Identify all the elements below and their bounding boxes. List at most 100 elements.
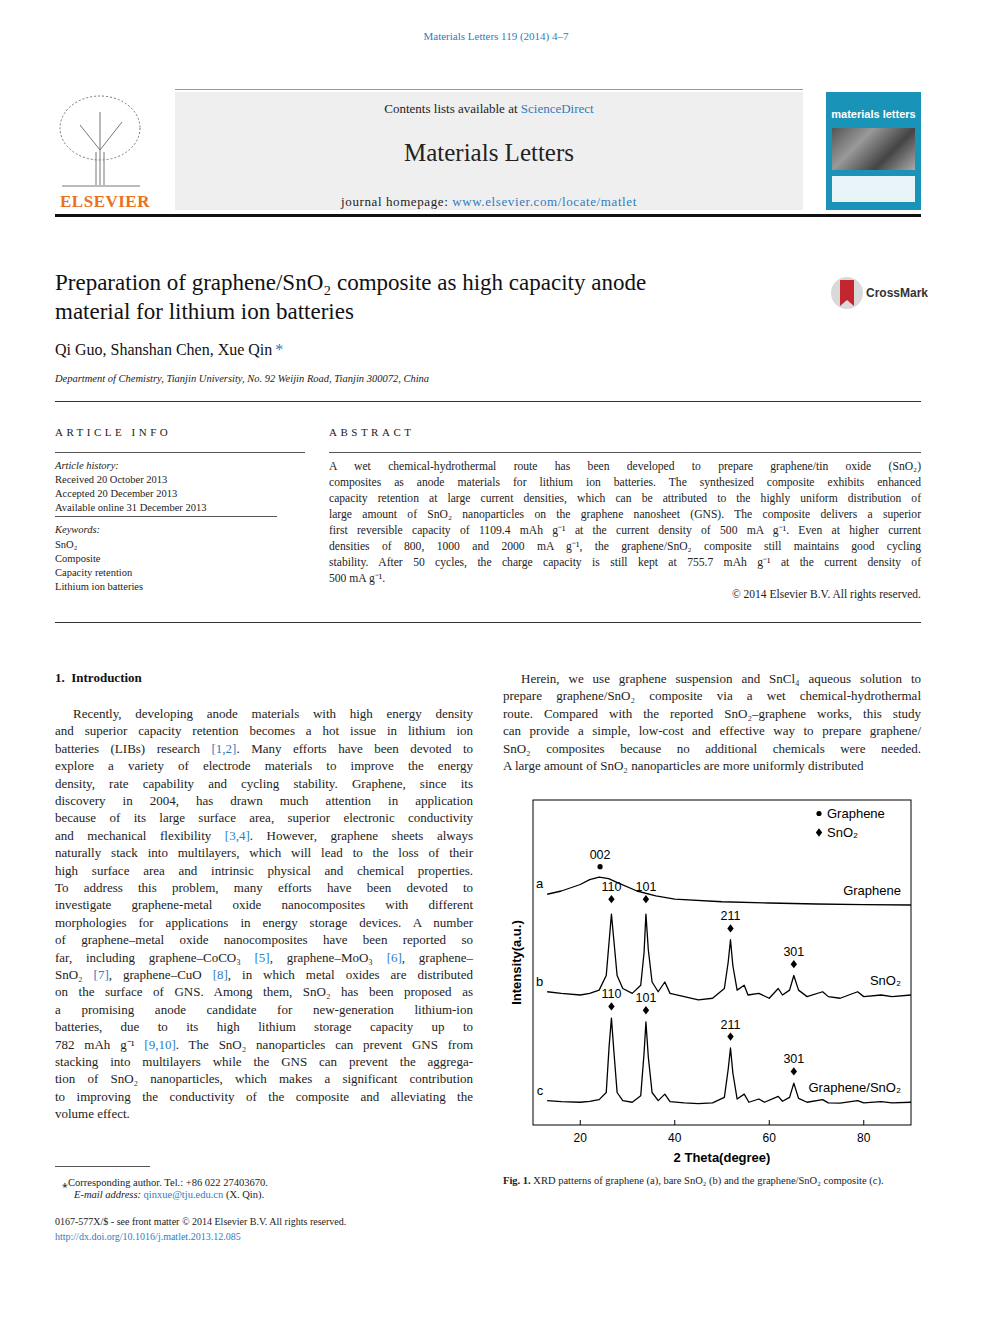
text-line: can provide a simple, low-cost and effec… <box>503 722 921 739</box>
title-line: material for lithium ion batteries <box>55 299 354 325</box>
curve-letter: c <box>537 1083 544 1098</box>
text-line: Herein, we use graphene suspension and S… <box>503 670 921 687</box>
logo-ground <box>62 186 140 187</box>
email-label: E-mail address: <box>74 1189 144 1200</box>
history-item: Accepted 20 December 2013 <box>55 488 177 499</box>
text-line: 500 mA g⁻¹. <box>329 571 921 587</box>
text-line: on the surface of GNS. Among them, SnO₂ … <box>55 983 473 1000</box>
text-line: discovery in 2004, has drawn much attent… <box>55 792 473 809</box>
peak-label: 301 <box>783 1052 804 1066</box>
caption-text: XRD patterns of graphene (a), bare SnO₂ … <box>531 1175 884 1186</box>
text-line: stability. After 50 cycles, the charge c… <box>329 555 921 571</box>
text-line: density, rate capability and cycling sta… <box>55 775 473 792</box>
text-line: high surface area and intrinsic physical… <box>55 862 473 879</box>
text-line: densities of 800, 1000 and 2000 mA g⁻¹, … <box>329 539 921 555</box>
footnote-email: E-mail address: qinxue@tju.edu.cn (X. Qi… <box>74 1189 264 1200</box>
homepage-url: www.elsevier.com/locate/matlet <box>452 194 637 209</box>
x-tick <box>769 1120 770 1125</box>
peak-marker <box>608 895 614 903</box>
sciencedirect-link: ScienceDirect <box>521 101 594 116</box>
curve-name: Graphene/SnO₂ <box>809 1080 902 1095</box>
rule <box>55 452 305 453</box>
authors: Qi Guo, Shanshan Chen, Xue Qin* <box>55 341 283 359</box>
keyword: Lithium ion batteries <box>55 581 143 592</box>
rule <box>55 516 277 517</box>
plot-area <box>547 864 911 1104</box>
cover-image <box>832 128 915 170</box>
text-line: composites as anode materials for lithiu… <box>329 475 921 491</box>
x-tick-label: 20 <box>574 1131 588 1145</box>
xrd-curve <box>547 1018 911 1103</box>
rule <box>55 214 921 217</box>
front-matter: 0167-577X/$ - see front matter © 2014 El… <box>55 1216 346 1227</box>
legend-marker <box>816 828 822 836</box>
publisher-logo <box>60 96 140 186</box>
peak-marker <box>643 895 649 903</box>
rule <box>55 401 921 402</box>
citation: [6] <box>387 950 402 965</box>
x-tick-label: 40 <box>668 1131 682 1145</box>
keyword: Composite <box>55 553 101 564</box>
peak-marker <box>791 1067 797 1075</box>
peak-label: 211 <box>721 909 741 923</box>
curve-letter: b <box>536 974 543 989</box>
affiliation: Department of Chemistry, Tianjin Univers… <box>55 373 429 384</box>
citation: [8] <box>213 967 228 982</box>
text-line: and superior capacity retention becomes … <box>55 722 473 739</box>
text-line: of graphene–metal oxide nanocomposites h… <box>55 931 473 948</box>
x-tick-label: 60 <box>763 1131 777 1145</box>
contents-line: Contents lists available at ScienceDirec… <box>175 101 803 117</box>
text-line: capacity retention at large current dens… <box>329 491 921 507</box>
journal-name: Materials Letters <box>175 139 803 167</box>
x-tick-label: 80 <box>857 1131 871 1145</box>
text-line: A wet chemical-hydrothermal route has be… <box>329 459 921 475</box>
journal-cover: materials letters <box>826 92 921 210</box>
text-line: SnO₂ [7], graphene–CuO [8], in which met… <box>55 966 473 983</box>
copyright: © 2014 Elsevier B.V. All rights reserved… <box>621 588 921 600</box>
peak-marker <box>597 864 602 869</box>
rule <box>175 89 803 90</box>
text-line: investigate graphene-metal oxide nanocom… <box>55 896 473 913</box>
contents-label: Contents lists available at <box>384 101 520 116</box>
text-line: first reversible capacity of 1109.4 mAh … <box>329 523 921 539</box>
plot-frame <box>533 800 911 1125</box>
text-line: Recently, developing anode materials wit… <box>55 705 473 722</box>
page: Materials Letters 119 (2014) 4–7Contents… <box>0 0 992 1323</box>
peak-label: 101 <box>635 991 656 1005</box>
crossmark-ribbon <box>840 280 854 306</box>
legend-label: SnO₂ <box>827 825 858 840</box>
keyword: SnO₂ <box>55 539 77 550</box>
section-title: 1. Introduction <box>55 670 142 686</box>
text-line: A large amount of SnO₂ nanoparticles are… <box>503 757 921 774</box>
text-line: route. Compared with the reported SnO₂–g… <box>503 705 921 722</box>
title-line: Preparation of graphene/SnO₂ composite a… <box>55 270 646 296</box>
xrd-curve <box>547 877 911 905</box>
rule <box>55 1166 150 1167</box>
cover-strip <box>832 176 915 202</box>
text-line: and mechanical flexibility [3,4]. Howeve… <box>55 827 473 844</box>
history-item: Available online 31 December 2013 <box>55 502 206 513</box>
legend: GrapheneSnO₂ <box>816 806 885 840</box>
crossmark-icon <box>831 277 863 309</box>
curve-name: Graphene <box>843 883 901 898</box>
peak-label: 110 <box>601 880 621 894</box>
legend-marker <box>816 811 821 816</box>
cover-title: materials letters <box>826 108 921 120</box>
peak-label: 211 <box>721 1018 741 1032</box>
text-line: explore a variety of electrode materials… <box>55 757 473 774</box>
peak-marker <box>643 1006 649 1014</box>
logo-trunk <box>80 112 122 185</box>
citation: [9,10] <box>144 1037 175 1052</box>
history-item: Received 20 October 2013 <box>55 474 167 485</box>
email-address: qinxue@tju.edu.cn <box>144 1189 224 1200</box>
text-line: To address this problem, many efforts ha… <box>55 879 473 896</box>
xrd-curve <box>547 914 911 1000</box>
history-label: Article history: <box>55 460 119 471</box>
text-line: SnO₂ composites because no additional ch… <box>503 740 921 757</box>
keyword: Capacity retention <box>55 567 132 578</box>
text-line: batteries, due to its high lithium stora… <box>55 1018 473 1035</box>
text-line: prepare graphene/SnO₂ composite via a we… <box>503 687 921 704</box>
homepage-line: journal homepage: www.elsevier.com/locat… <box>175 194 803 210</box>
email-suffix: (X. Qin). <box>223 1189 264 1200</box>
citation: [1,2] <box>211 741 236 756</box>
